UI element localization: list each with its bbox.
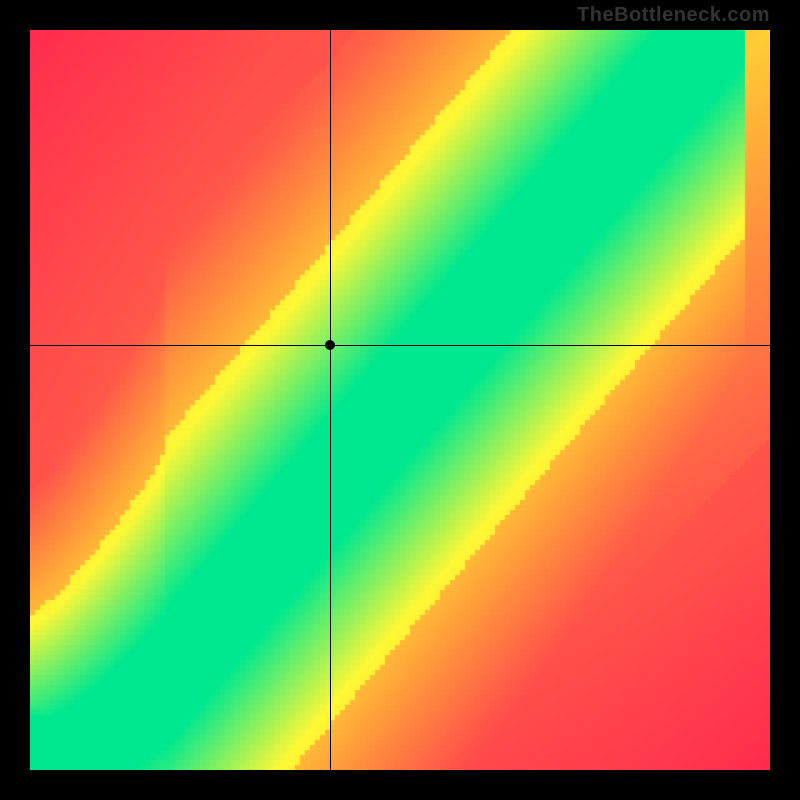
- heatmap-canvas: [30, 30, 770, 770]
- marker-dot: [325, 340, 335, 350]
- crosshair-vertical: [330, 30, 331, 770]
- heatmap-plot-area: [30, 30, 770, 770]
- crosshair-horizontal: [30, 345, 770, 346]
- watermark-text: TheBottleneck.com: [577, 4, 770, 27]
